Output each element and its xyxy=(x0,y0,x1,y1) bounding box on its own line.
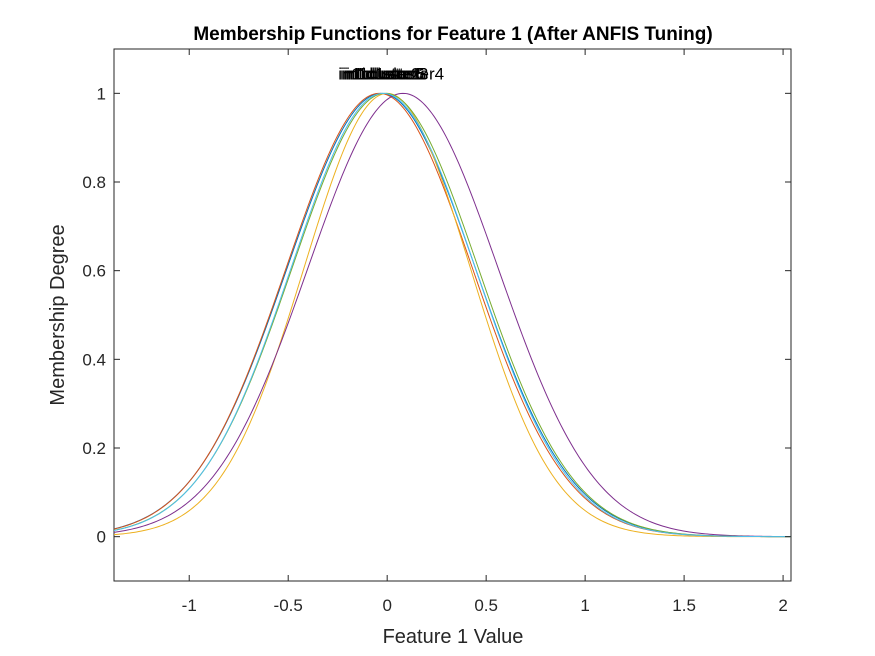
curve-label-in1cluster4: in1cluster4 xyxy=(362,64,444,83)
y-tick-label: 0.8 xyxy=(82,173,106,192)
y-tick-label: 0 xyxy=(97,528,106,547)
x-tick-label: 0.5 xyxy=(474,596,498,615)
series-line-in1cluster4 xyxy=(113,92,792,538)
x-tick-label: 0 xyxy=(382,596,391,615)
y-tick-label: 1 xyxy=(97,84,106,103)
x-axis-label: Feature 1 Value xyxy=(383,626,524,648)
y-tick-label: 0.2 xyxy=(82,439,106,458)
x-tick-label: 2 xyxy=(778,596,787,615)
curve-label-in1cluster3: in1cluster3 xyxy=(346,64,428,83)
curve-labels-group: in1cluster1in1cluster2in1cluster3in1clus… xyxy=(338,64,444,83)
series-line-in1cluster6 xyxy=(113,92,791,538)
x-tick-label: -0.5 xyxy=(274,596,303,615)
x-tick-label: 1 xyxy=(580,596,589,615)
plot-area xyxy=(113,48,792,582)
curve-label-in1cluster5: in1cluster5 xyxy=(344,64,426,83)
curve-label-in1cluster2: in1cluster2 xyxy=(338,64,420,83)
x-axis-ticks: -1 -0.5 0 0.5 1 1.5 2 xyxy=(182,49,788,615)
y-axis-label: Membership Degree xyxy=(47,224,69,405)
curve-label-in1cluster6: in1cluster6 xyxy=(342,64,424,83)
x-tick-label: -1 xyxy=(182,596,197,615)
series-line-in1cluster3 xyxy=(113,92,791,538)
y-tick-label: 0.6 xyxy=(82,262,106,281)
curves-group xyxy=(113,92,792,538)
y-tick-label: 0.4 xyxy=(82,350,106,369)
y-axis-ticks: 0 0.2 0.4 0.6 0.8 1 xyxy=(82,84,791,547)
x-tick-label: 1.5 xyxy=(672,596,696,615)
chart-title: Membership Functions for Feature 1 (Afte… xyxy=(193,24,712,45)
curve-label-in1cluster1: in1cluster1 xyxy=(340,64,422,83)
